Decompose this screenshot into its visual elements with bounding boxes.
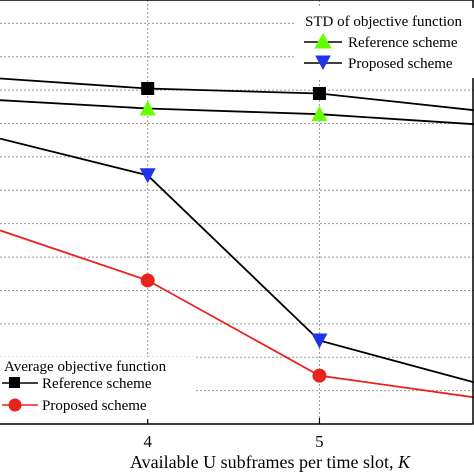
x-axis-title-text: Available U subframes per time slot, bbox=[130, 452, 398, 472]
legend-std-prop-label: Proposed scheme bbox=[348, 56, 453, 72]
series-marker-p1-s0 bbox=[141, 81, 155, 95]
x-axis-title-variable: K bbox=[397, 452, 411, 472]
series-line-p1-s0 bbox=[0, 77, 474, 112]
plot-frame bbox=[0, 0, 474, 425]
legend-std-prop-marker bbox=[315, 55, 331, 71]
legend-avg-box bbox=[0, 357, 196, 419]
x-tick-label: 4 bbox=[143, 432, 152, 451]
x-tick-label: 5 bbox=[315, 432, 324, 451]
grid bbox=[0, 0, 474, 424]
series-marker-p1-s0 bbox=[312, 86, 326, 100]
legend-avg-title: Average objective function bbox=[4, 359, 167, 375]
legend-avg-prop-marker bbox=[8, 398, 22, 412]
legend-std-ref-label: Reference scheme bbox=[348, 35, 458, 51]
legend-avg-prop-label: Proposed scheme bbox=[42, 398, 147, 414]
legend-avg: Average objective function Reference sch… bbox=[0, 357, 196, 419]
series-line-p0-s1 bbox=[0, 137, 474, 384]
series-marker-p0-s0 bbox=[311, 106, 328, 122]
series-layer bbox=[0, 77, 474, 399]
axes bbox=[0, 0, 474, 425]
legend-std-title: STD of objective function bbox=[305, 14, 463, 30]
series-marker-p0-s0 bbox=[139, 100, 156, 116]
series-marker-p0-s1 bbox=[311, 333, 328, 349]
series-line-p0-s0 bbox=[0, 99, 474, 126]
series-marker-p0-s1 bbox=[139, 168, 156, 184]
series-marker-p1-s1 bbox=[140, 273, 155, 288]
series-line-p1-s1 bbox=[0, 229, 474, 399]
series-marker-p1-s1 bbox=[312, 368, 327, 383]
legend-std: STD of objective function Reference sche… bbox=[296, 8, 474, 78]
legend-avg-ref-label: Reference scheme bbox=[42, 376, 152, 392]
legend-std-ref-marker bbox=[314, 32, 332, 49]
legend-avg-ref-marker bbox=[9, 377, 20, 388]
x-axis-title: Available U subframes per time slot, K bbox=[130, 452, 411, 472]
